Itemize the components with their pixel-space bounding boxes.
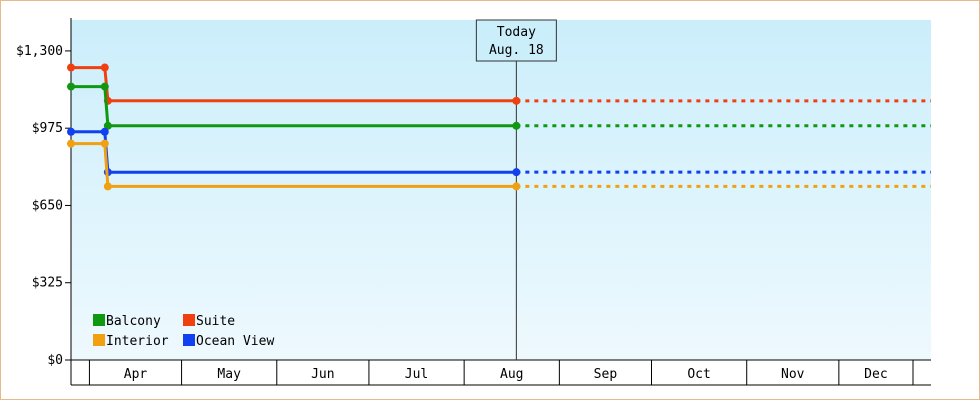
data-point	[103, 121, 112, 130]
x-tick-label: Jul	[405, 367, 428, 382]
data-point	[67, 82, 75, 91]
series-line	[71, 142, 517, 188]
legend-label: Suite	[196, 314, 235, 329]
legend-swatch	[183, 334, 195, 346]
series-layer	[67, 63, 931, 191]
y-tick-label: $650	[32, 198, 63, 213]
y-tick-label: $1,300	[16, 44, 63, 59]
data-point	[512, 96, 521, 105]
data-point	[103, 182, 112, 191]
x-tick-label: May	[217, 367, 241, 382]
data-point	[100, 127, 109, 136]
x-axis: Apr May Jun Jul Aug Sep Oct Nov Dec	[71, 359, 931, 386]
data-point	[100, 63, 109, 72]
series-interior	[67, 139, 931, 191]
today-box	[475, 19, 557, 62]
x-tick-label: Nov	[781, 367, 805, 382]
legend-swatch	[93, 334, 105, 346]
data-point	[512, 121, 521, 130]
y-tick-label: $975	[32, 121, 63, 136]
data-point	[67, 139, 75, 148]
x-tick-label: Oct	[687, 367, 710, 382]
data-point	[512, 168, 521, 177]
x-tick-label: Dec	[864, 367, 887, 382]
y-tick-label: $0	[47, 353, 63, 368]
legend-swatch	[183, 314, 195, 326]
x-tick-label: Apr	[124, 367, 148, 382]
legend-label: Ocean View	[196, 334, 274, 349]
x-tick-label: Sep	[594, 367, 618, 382]
x-tick-label: Aug	[500, 367, 523, 382]
data-point	[67, 63, 75, 72]
data-point	[100, 82, 109, 91]
legend: Balcony Suite Interior Ocean View	[93, 314, 274, 349]
data-point	[512, 182, 521, 191]
legend-swatch	[93, 314, 105, 326]
y-axis: $0 $325 $650 $975 $1,300	[16, 18, 72, 385]
plot-background	[71, 20, 931, 360]
today-label: Today	[497, 25, 536, 40]
x-tick-label: Jun	[311, 367, 334, 382]
data-point	[67, 127, 75, 136]
data-point	[100, 139, 109, 148]
legend-label: Interior	[106, 334, 169, 349]
y-tick-label: $325	[32, 276, 63, 291]
today-marker: Today Aug. 18	[475, 19, 557, 360]
legend-label: Balcony	[106, 314, 161, 329]
today-date: Aug. 18	[489, 43, 544, 58]
series-balcony	[67, 82, 931, 130]
series-line	[71, 85, 517, 128]
